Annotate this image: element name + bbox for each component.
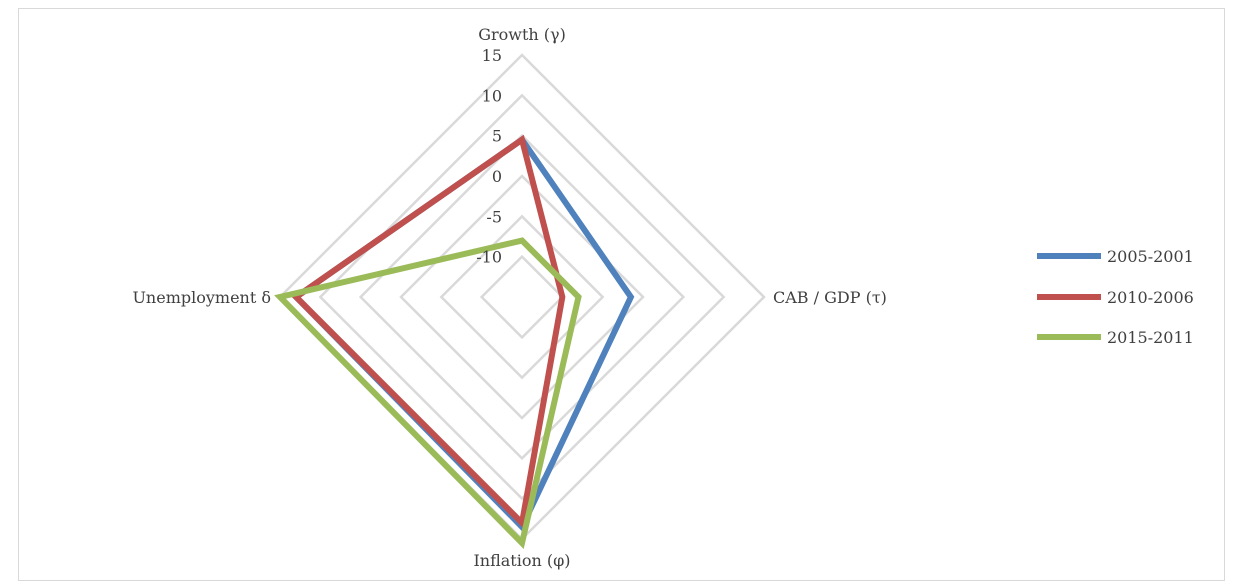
grid-ring [358, 133, 686, 461]
series-line-2005-2001 [291, 135, 635, 533]
grid-ring [318, 93, 726, 501]
axis-label-layer: Growth (γ) CAB / GDP (τ) Inflation (φ) U… [132, 25, 886, 570]
axis-label-unemployment: Unemployment δ [132, 288, 271, 307]
legend-label-2010-2006: 2010-2006 [1107, 288, 1194, 307]
axis-label-growth: Growth (γ) [478, 25, 566, 44]
axis-label-inflation: Inflation (φ) [473, 551, 570, 570]
chart-frame: -10 -5 0 5 10 15 Growth (γ) CAB / GDP (τ) Inf… [18, 8, 1225, 581]
tick-layer: -10 -5 0 5 10 15 [476, 46, 502, 267]
tick-label: -10 [476, 248, 502, 267]
axis-label-cab-gdp: CAB / GDP (τ) [773, 288, 887, 307]
grid-layer [278, 53, 766, 541]
series-layer [274, 134, 635, 550]
grid-ring [278, 53, 766, 541]
series-line-2015-2011 [274, 237, 582, 550]
tick-label: 0 [492, 167, 502, 186]
legend-label-2005-2001: 2005-2001 [1107, 247, 1194, 266]
radar-chart: -10 -5 0 5 10 15 Growth (γ) CAB / GDP (τ) Inf… [132, 25, 1194, 570]
tick-label: 15 [482, 46, 502, 65]
grid-ring [399, 174, 645, 420]
tick-label: -5 [486, 207, 502, 226]
series-line-2010-2006 [291, 134, 566, 530]
grid-ring [439, 214, 605, 380]
tick-label: 10 [482, 86, 502, 105]
legend-label-2015-2011: 2015-2011 [1107, 328, 1194, 347]
tick-label: 5 [492, 127, 502, 146]
grid-ring [479, 254, 565, 340]
legend: 2005-2001 2010-2006 2015-2011 [1037, 247, 1194, 347]
